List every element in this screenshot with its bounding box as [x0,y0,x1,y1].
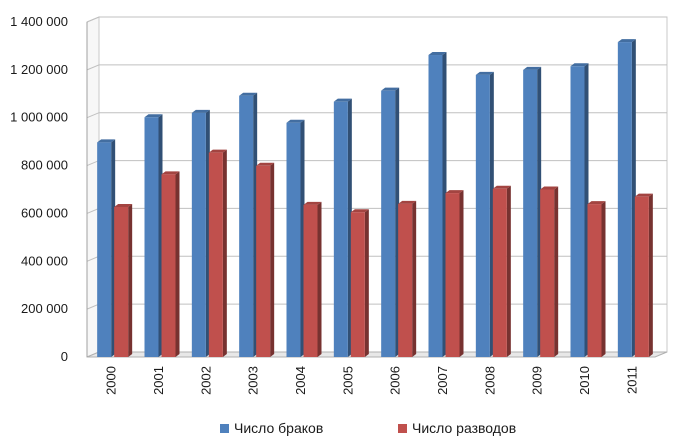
legend-item-divorces: Число разводов [398,420,516,436]
x-tick-label: 2003 [246,366,261,395]
bar-divorces [161,171,180,357]
bar-divorces [303,201,322,357]
bar-divorces [634,193,653,357]
bar-divorces [208,149,227,357]
x-tick-label: 2002 [198,366,213,395]
bar-divorces [350,209,369,357]
bars [97,39,653,358]
bar-divorces [114,203,133,357]
bar-marriages [191,109,210,357]
x-tick-label: 2007 [435,366,450,395]
x-axis-tick-labels: 2000 2001 2002 2003 2004 2005 2006 2007 2008 2009… [104,366,640,395]
x-tick-label: 2006 [388,366,403,395]
legend-item-marriages: Число браков [220,420,323,436]
x-tick-label: 2008 [482,366,497,395]
chart-floor [86,351,668,358]
legend-swatch [220,424,229,433]
bar-marriages [428,52,447,358]
x-tick-label: 2004 [293,366,308,395]
x-tick-label: 2001 [151,366,166,395]
gridline [86,16,667,23]
bar-divorces [492,185,511,357]
x-tick-label: 2000 [104,366,119,395]
y-tick-label: 1 400 000 [10,14,68,29]
x-tick-label: 2010 [577,366,592,395]
bar-marriages [381,87,400,358]
bar-marriages [239,92,258,357]
y-axis-tick-labels: 0 200 000 400 000 600 000 800 000 1 000 000 1 … [10,14,68,364]
legend-label: Число браков [234,420,323,436]
bar-marriages [617,39,636,357]
x-tick-label: 2011 [624,366,639,394]
y-tick-label: 0 [61,349,68,364]
bar-divorces [398,200,417,357]
bar-divorces [540,186,559,357]
y-tick-label: 400 000 [21,253,68,268]
bar-marriages [523,66,542,357]
y-tick-label: 1 200 000 [10,62,68,77]
bar-marriages [570,63,589,358]
bar-divorces [256,162,275,357]
bar-marriages [286,119,305,357]
legend: Число браков Число разводов [220,420,516,436]
legend-label: Число разводов [412,420,516,436]
gridline [86,64,667,71]
bar-divorces [445,190,464,357]
x-tick-label: 2005 [340,366,355,395]
y-tick-label: 200 000 [21,301,68,316]
bar-marriages [475,71,494,357]
bar-marriages [333,98,352,358]
bar-marriages [97,139,116,357]
y-tick-label: 1 000 000 [10,110,68,125]
legend-swatch [398,424,407,433]
bar-divorces [587,201,606,357]
bar-marriages [144,114,163,357]
y-tick-label: 600 000 [21,205,68,220]
y-tick-label: 800 000 [21,158,68,173]
x-tick-label: 2009 [530,366,545,395]
